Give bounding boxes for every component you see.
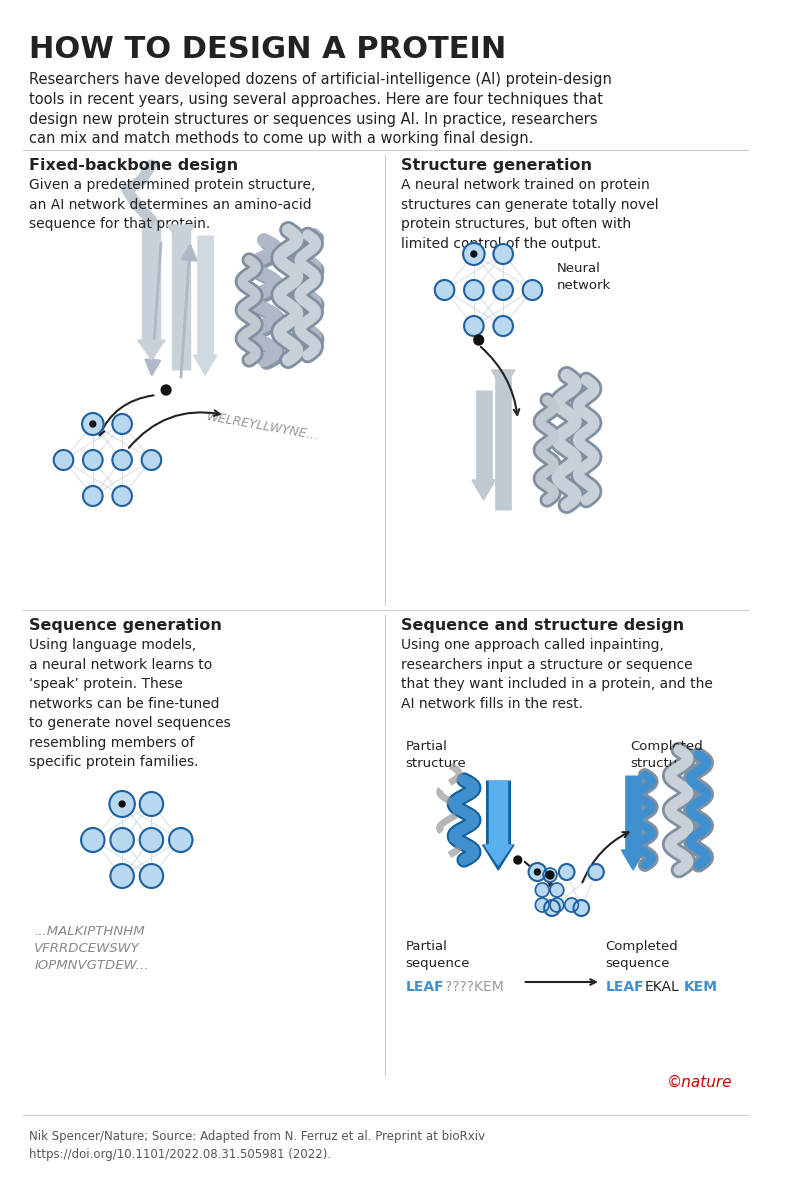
Text: EKAL: EKAL [645,980,679,995]
Text: ????KEM: ????KEM [444,980,503,995]
Circle shape [474,335,484,345]
Circle shape [550,883,563,897]
Circle shape [82,413,103,435]
Circle shape [559,864,574,880]
Circle shape [81,828,104,852]
Text: LEAF: LEAF [606,980,645,995]
Text: Partial
structure: Partial structure [406,740,466,770]
Text: HOW TO DESIGN A PROTEIN: HOW TO DESIGN A PROTEIN [29,36,507,64]
Circle shape [142,450,161,470]
Text: Sequence generation: Sequence generation [29,618,222,633]
Circle shape [544,900,560,916]
Circle shape [119,802,125,807]
Circle shape [435,279,454,300]
Circle shape [110,828,134,852]
Polygon shape [622,850,645,870]
Circle shape [83,450,103,470]
Text: Neural
network: Neural network [557,262,611,292]
Polygon shape [193,355,217,375]
Text: Completed
sequence: Completed sequence [606,940,679,970]
Circle shape [493,279,513,300]
Circle shape [54,450,73,470]
Circle shape [112,485,132,506]
Circle shape [529,863,546,881]
Circle shape [514,856,522,864]
Circle shape [536,883,549,897]
Circle shape [464,316,484,336]
Text: Using one approach called inpainting,
researchers input a structure or sequence
: Using one approach called inpainting, re… [401,638,712,710]
Text: Fixed-backbone design: Fixed-backbone design [29,157,238,173]
Text: Completed
structure: Completed structure [630,740,703,770]
Text: Using language models,
a neural network learns to
‘speak’ protein. These
network: Using language models, a neural network … [29,638,231,768]
Circle shape [493,244,513,264]
Polygon shape [472,480,495,500]
Circle shape [161,385,171,395]
Text: ©nature: ©nature [667,1075,733,1090]
Polygon shape [483,845,514,870]
Circle shape [464,279,484,300]
Circle shape [522,279,542,300]
Circle shape [83,485,103,506]
Circle shape [169,828,193,852]
Text: Partial
sequence: Partial sequence [406,940,470,970]
Circle shape [90,422,95,427]
Circle shape [110,791,135,817]
Polygon shape [167,225,194,245]
Circle shape [112,414,132,435]
Circle shape [550,897,563,912]
Circle shape [112,450,132,470]
Circle shape [574,900,589,916]
Polygon shape [484,845,512,866]
Circle shape [140,864,163,888]
Text: Nik Spencer/Nature; Source: Adapted from N. Ferruz et al. Preprint at bioRxiv
ht: Nik Spencer/Nature; Source: Adapted from… [29,1130,485,1162]
Circle shape [546,871,554,879]
Text: ...MALKIPTHNHM
VFRRDCEWSWY
IOPMNVGTDEW...: ...MALKIPTHNHM VFRRDCEWSWY IOPMNVGTDEW..… [34,925,148,972]
Circle shape [463,243,484,265]
Circle shape [565,897,578,912]
Circle shape [588,864,604,880]
Text: Structure generation: Structure generation [401,157,592,173]
Text: Researchers have developed dozens of artificial-intelligence (AI) protein-design: Researchers have developed dozens of art… [29,72,612,147]
Circle shape [471,251,477,257]
Circle shape [140,828,163,852]
Text: Sequence and structure design: Sequence and structure design [401,618,684,633]
Circle shape [493,316,513,336]
Text: A neural network trained on protein
structures can generate totally novel
protei: A neural network trained on protein stru… [401,178,658,251]
Text: WELREYLLWYNE...: WELREYLLWYNE... [205,410,320,443]
Circle shape [110,864,134,888]
Polygon shape [492,371,515,390]
Text: LEAF: LEAF [406,980,444,995]
Polygon shape [138,340,165,360]
Circle shape [536,897,549,912]
Circle shape [534,869,540,875]
Circle shape [140,792,163,816]
Text: KEM: KEM [684,980,718,995]
Circle shape [543,868,557,882]
Text: Given a predetermined protein structure,
an AI network determines an amino-acid
: Given a predetermined protein structure,… [29,178,316,231]
